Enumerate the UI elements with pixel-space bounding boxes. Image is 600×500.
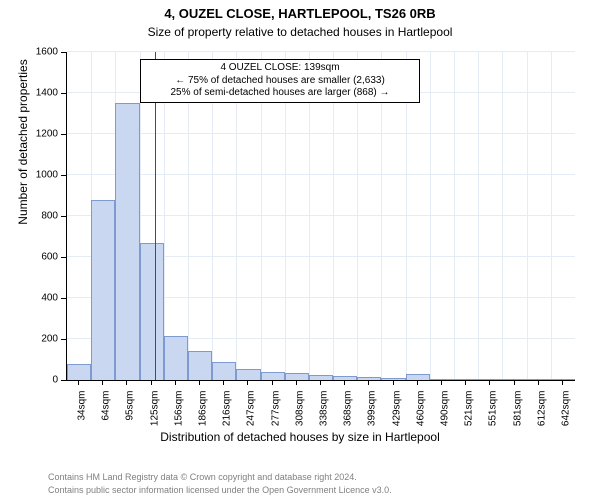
x-tick-label: 125sqm (149, 391, 160, 439)
y-tick-label: 1000 (18, 170, 58, 181)
histogram-bar (406, 374, 430, 380)
x-tick-label: 338sqm (319, 391, 330, 439)
histogram-bar (212, 362, 236, 380)
page-title: 4, OUZEL CLOSE, HARTLEPOOL, TS26 0RB (0, 6, 600, 21)
y-tick-mark (61, 93, 66, 94)
gridline-h (67, 51, 575, 52)
y-tick-mark (61, 175, 66, 176)
y-tick-label: 0 (18, 375, 58, 386)
x-tick-label: 308sqm (294, 391, 305, 439)
x-tick-mark (320, 380, 321, 385)
page-subtitle: Size of property relative to detached ho… (0, 25, 600, 39)
chart-container: { "header": { "title": "4, OUZEL CLOSE, … (0, 0, 600, 500)
y-tick-label: 800 (18, 211, 58, 222)
footer-line-1: Contains HM Land Registry data © Crown c… (48, 472, 357, 482)
histogram-bar (381, 378, 405, 380)
footer-line-2: Contains public sector information licen… (48, 485, 392, 495)
histogram-bar (115, 103, 139, 380)
histogram-bar (236, 369, 260, 380)
histogram-bar (527, 379, 551, 380)
histogram-bar (140, 243, 164, 380)
histogram-bar (285, 373, 309, 380)
y-tick-mark (61, 380, 66, 381)
x-tick-label: 551sqm (488, 391, 499, 439)
histogram-bar (188, 351, 212, 380)
gridline-v (551, 52, 552, 380)
histogram-bar (478, 379, 502, 380)
callout-line: 4 OUZEL CLOSE: 139sqm (147, 62, 413, 75)
callout-line: 25% of semi-detached houses are larger (… (147, 87, 413, 100)
histogram-bar (357, 377, 381, 380)
histogram-bar (430, 379, 454, 380)
histogram-bar (67, 364, 91, 380)
y-tick-label: 400 (18, 293, 58, 304)
x-tick-mark (247, 380, 248, 385)
x-tick-label: 95sqm (125, 391, 136, 439)
callout-line: ← 75% of detached houses are smaller (2,… (147, 75, 413, 88)
x-tick-label: 642sqm (560, 391, 571, 439)
histogram-bar (261, 372, 285, 380)
x-tick-label: 34sqm (77, 391, 88, 439)
gridline-v (478, 52, 479, 380)
x-tick-mark (175, 380, 176, 385)
gridline-v (502, 52, 503, 380)
x-tick-label: 368sqm (343, 391, 354, 439)
y-tick-mark (61, 257, 66, 258)
x-tick-mark (489, 380, 490, 385)
y-tick-label: 600 (18, 252, 58, 263)
gridline-v (430, 52, 431, 380)
x-tick-mark (223, 380, 224, 385)
histogram-bar (551, 379, 575, 380)
histogram-bar (502, 379, 526, 380)
x-tick-label: 460sqm (415, 391, 426, 439)
x-tick-label: 521sqm (464, 391, 475, 439)
x-tick-mark (514, 380, 515, 385)
x-tick-label: 186sqm (198, 391, 209, 439)
x-tick-mark (126, 380, 127, 385)
y-tick-label: 200 (18, 334, 58, 345)
x-tick-label: 429sqm (391, 391, 402, 439)
histogram-bar (164, 336, 188, 380)
x-tick-mark (296, 380, 297, 385)
y-tick-mark (61, 339, 66, 340)
x-tick-label: 490sqm (439, 391, 450, 439)
x-tick-mark (102, 380, 103, 385)
y-tick-mark (61, 52, 66, 53)
x-tick-mark (562, 380, 563, 385)
histogram-bar (454, 379, 478, 380)
gridline-h (67, 174, 575, 175)
x-tick-mark (417, 380, 418, 385)
histogram-bar (91, 200, 115, 380)
gridline-h (67, 215, 575, 216)
histogram-bar (333, 376, 357, 380)
x-tick-label: 612sqm (536, 391, 547, 439)
x-tick-label: 156sqm (173, 391, 184, 439)
y-tick-label: 1400 (18, 88, 58, 99)
x-tick-mark (538, 380, 539, 385)
gridline-h (67, 133, 575, 134)
callout-box: 4 OUZEL CLOSE: 139sqm← 75% of detached h… (140, 59, 420, 103)
x-tick-mark (78, 380, 79, 385)
x-tick-label: 247sqm (246, 391, 257, 439)
y-tick-label: 1200 (18, 129, 58, 140)
gridline-v (454, 52, 455, 380)
x-tick-mark (272, 380, 273, 385)
x-tick-label: 277sqm (270, 391, 281, 439)
x-tick-label: 399sqm (367, 391, 378, 439)
x-tick-mark (151, 380, 152, 385)
y-tick-mark (61, 134, 66, 135)
y-tick-mark (61, 216, 66, 217)
x-tick-mark (393, 380, 394, 385)
x-tick-label: 216sqm (222, 391, 233, 439)
x-tick-mark (368, 380, 369, 385)
x-tick-label: 581sqm (512, 391, 523, 439)
x-tick-mark (441, 380, 442, 385)
y-tick-mark (61, 298, 66, 299)
x-tick-label: 64sqm (101, 391, 112, 439)
x-tick-mark (344, 380, 345, 385)
x-tick-mark (465, 380, 466, 385)
y-tick-label: 1600 (18, 47, 58, 58)
gridline-v (527, 52, 528, 380)
x-tick-mark (199, 380, 200, 385)
